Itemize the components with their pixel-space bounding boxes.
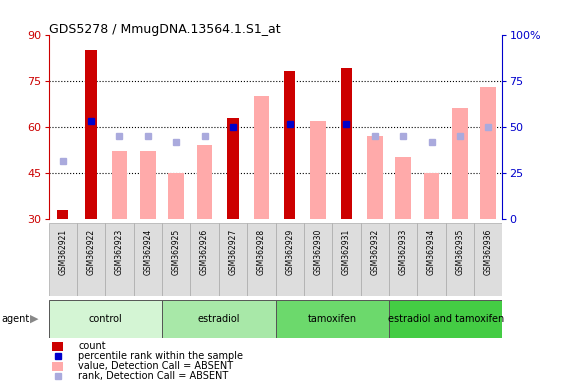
Bar	[389, 300, 502, 338]
Text: GSM362935: GSM362935	[456, 228, 464, 275]
Text: agent: agent	[1, 314, 29, 324]
Bar	[395, 157, 411, 219]
Bar	[341, 68, 352, 219]
Text: GSM362923: GSM362923	[115, 228, 124, 275]
Bar	[86, 50, 96, 219]
Bar	[190, 223, 219, 296]
Bar	[162, 300, 275, 338]
Bar	[474, 223, 502, 296]
Text: GSM362930: GSM362930	[313, 228, 323, 275]
Text: estradiol: estradiol	[198, 314, 240, 324]
Bar	[452, 108, 468, 219]
Bar	[197, 145, 212, 219]
Text: GSM362924: GSM362924	[143, 228, 152, 275]
Bar	[57, 210, 69, 219]
Text: percentile rank within the sample: percentile rank within the sample	[78, 351, 243, 361]
Bar	[219, 223, 247, 296]
Text: tamoxifen: tamoxifen	[308, 314, 357, 324]
Bar	[247, 223, 275, 296]
Text: GSM362928: GSM362928	[257, 228, 266, 275]
Bar	[275, 223, 304, 296]
Text: GSM362927: GSM362927	[228, 228, 238, 275]
Bar	[284, 71, 295, 219]
Text: GSM362925: GSM362925	[172, 228, 180, 275]
Text: GSM362933: GSM362933	[399, 228, 408, 275]
Text: GSM362929: GSM362929	[285, 228, 294, 275]
Text: GSM362936: GSM362936	[484, 228, 493, 275]
Text: GSM362921: GSM362921	[58, 228, 67, 275]
Bar	[105, 223, 134, 296]
Bar	[134, 223, 162, 296]
Text: GDS5278 / MmugDNA.13564.1.S1_at: GDS5278 / MmugDNA.13564.1.S1_at	[49, 23, 280, 36]
Bar	[446, 223, 474, 296]
Bar	[275, 300, 389, 338]
Bar	[52, 362, 63, 371]
Text: GSM362934: GSM362934	[427, 228, 436, 275]
Text: GSM362922: GSM362922	[87, 228, 95, 275]
Bar	[52, 342, 63, 351]
Bar	[310, 121, 326, 219]
Text: ▶: ▶	[30, 314, 38, 324]
Bar	[112, 151, 127, 219]
Text: GSM362926: GSM362926	[200, 228, 209, 275]
Bar	[480, 87, 496, 219]
Bar	[168, 173, 184, 219]
Bar	[227, 118, 239, 219]
Bar	[332, 223, 361, 296]
Bar	[424, 173, 439, 219]
Bar	[417, 223, 446, 296]
Text: control: control	[89, 314, 122, 324]
Bar	[77, 223, 105, 296]
Bar	[367, 136, 383, 219]
Bar	[361, 223, 389, 296]
Bar	[162, 223, 190, 296]
Text: count: count	[78, 341, 106, 351]
Bar	[254, 96, 269, 219]
Bar	[49, 223, 77, 296]
Bar	[389, 223, 417, 296]
Text: GSM362932: GSM362932	[371, 228, 379, 275]
Text: estradiol and tamoxifen: estradiol and tamoxifen	[388, 314, 504, 324]
Text: rank, Detection Call = ABSENT: rank, Detection Call = ABSENT	[78, 371, 228, 381]
Bar	[49, 300, 162, 338]
Bar	[304, 223, 332, 296]
Text: value, Detection Call = ABSENT: value, Detection Call = ABSENT	[78, 361, 233, 371]
Text: GSM362931: GSM362931	[342, 228, 351, 275]
Bar	[140, 151, 156, 219]
